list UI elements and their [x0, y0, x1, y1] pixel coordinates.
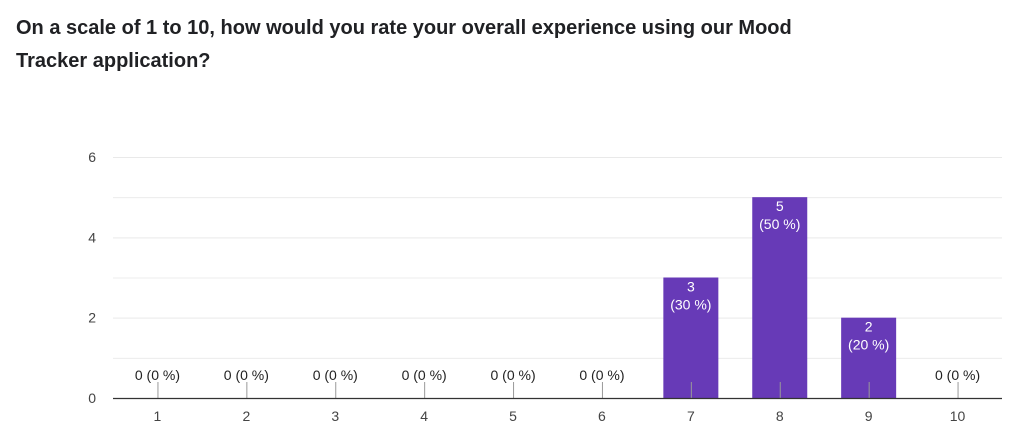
y-tick-label: 0 [88, 390, 96, 406]
question-title: On a scale of 1 to 10, how would you rat… [16, 17, 792, 72]
bar-value-label: 0 (0 %) [224, 367, 269, 383]
y-tick-label: 6 [88, 149, 96, 165]
bar-percent-label: (30 %) [670, 297, 711, 313]
y-tick-label: 2 [88, 310, 96, 326]
x-tick-label: 8 [776, 408, 784, 424]
bar-value-label: 0 (0 %) [490, 367, 535, 383]
bar [752, 197, 808, 398]
bar-count-label: 3 [687, 279, 695, 295]
bar-count-label: 2 [865, 319, 873, 335]
x-axis-ticks: 1 2 3 4 5 6 7 8 9 10 [154, 408, 966, 424]
x-tick-label: 3 [331, 408, 339, 424]
bars [663, 197, 897, 398]
x-tick-label: 10 [950, 408, 966, 424]
x-tick-label: 9 [865, 408, 873, 424]
x-tick-label: 1 [154, 408, 162, 424]
x-tick-label: 4 [420, 408, 428, 424]
x-tick-label: 2 [242, 408, 250, 424]
x-tick-label: 6 [598, 408, 606, 424]
x-axis [113, 382, 1002, 400]
data-labels: 0 (0 %) 0 (0 %) 0 (0 %) 0 (0 %) 0 (0 %) 0 (0 … [135, 198, 980, 383]
y-tick-label: 4 [88, 229, 96, 245]
bar-value-label: 0 (0 %) [579, 367, 624, 383]
bar-value-label: 0 (0 %) [402, 367, 447, 383]
bar-value-label: 0 (0 %) [313, 367, 358, 383]
bar [663, 277, 719, 398]
y-axis-ticks: 0 2 4 6 [88, 149, 96, 406]
bar-percent-label: (50 %) [759, 216, 800, 232]
x-tick-label: 7 [687, 408, 695, 424]
bar-value-label: 0 (0 %) [935, 367, 980, 383]
bar-percent-label: (20 %) [848, 337, 889, 353]
bar-count-label: 5 [776, 198, 784, 214]
bar-value-label: 0 (0 %) [135, 367, 180, 383]
x-tick-label: 5 [509, 408, 517, 424]
